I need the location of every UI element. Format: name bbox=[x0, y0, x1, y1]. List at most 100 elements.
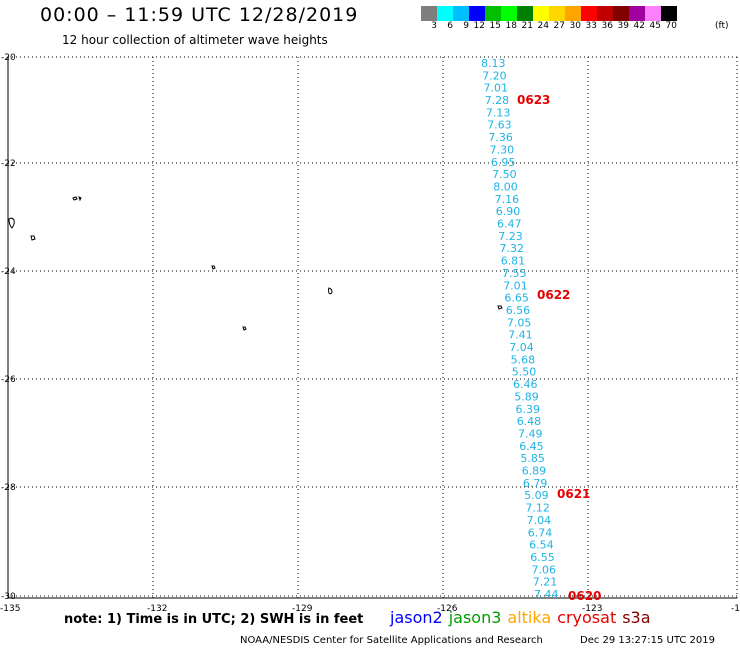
swh-value: 7.01 bbox=[503, 279, 528, 292]
lat-tick-label: -24 bbox=[1, 267, 16, 277]
latitude-axis: -20 -22 -24 -26 -28 -30 bbox=[1, 53, 16, 602]
lon-tick-label: -120 bbox=[731, 604, 740, 614]
swh-value: 7.50 bbox=[492, 168, 516, 181]
chart-subtitle: 12 hour collection of altimeter wave hei… bbox=[62, 33, 328, 47]
timestamp: Dec 29 13:27:15 UTC 2019 bbox=[580, 635, 715, 646]
swh-value: 7.36 bbox=[488, 131, 513, 144]
swh-value: 6.81 bbox=[501, 255, 526, 268]
swh-value: 7.16 bbox=[495, 193, 519, 206]
swh-value: 5.50 bbox=[512, 366, 537, 379]
graticule bbox=[7, 56, 738, 598]
swh-value: 7.12 bbox=[525, 502, 550, 515]
scale-label: 3 bbox=[431, 21, 437, 31]
scale-swatch bbox=[645, 6, 661, 21]
island-outline bbox=[497, 305, 503, 310]
swh-value: 7.55 bbox=[502, 267, 527, 280]
scale-label: 12 bbox=[473, 21, 485, 31]
swh-value: 8.00 bbox=[493, 181, 518, 194]
satellite-s3a: s3a bbox=[622, 608, 651, 627]
swh-value: 7.05 bbox=[507, 316, 532, 329]
scale-label: 27 bbox=[553, 21, 565, 31]
swh-value: 5.85 bbox=[520, 452, 545, 465]
scale-label: 39 bbox=[617, 21, 629, 31]
swh-value: 7.49 bbox=[518, 428, 543, 441]
swh-value: 7.21 bbox=[533, 576, 558, 589]
swh-value: 6.89 bbox=[522, 465, 547, 478]
lat-tick-label: -20 bbox=[1, 53, 16, 63]
swh-value: 6.65 bbox=[504, 292, 529, 305]
color-scale-labels: 3 6 9 12 15 18 21 24 27 30 33 36 39 42 45 70 bbox=[421, 21, 677, 31]
satellite-jason2: jason2 bbox=[390, 608, 443, 627]
scale-label: 21 bbox=[521, 21, 533, 31]
pass-time-label: 0621 bbox=[557, 487, 590, 501]
scale-swatch bbox=[453, 6, 469, 21]
swh-value: 7.23 bbox=[498, 230, 523, 243]
scale-swatch bbox=[501, 6, 517, 21]
scale-swatch bbox=[581, 6, 597, 21]
swh-track: 8.137.207.017.287.137.637.367.306.957.50… bbox=[481, 57, 559, 601]
scale-swatch bbox=[517, 6, 533, 21]
scale-label: 6 bbox=[447, 21, 453, 31]
swh-value: 6.95 bbox=[491, 156, 516, 169]
lon-tick-label: -123 bbox=[582, 604, 602, 614]
scale-label: 42 bbox=[633, 21, 645, 31]
swh-value: 6.56 bbox=[506, 304, 531, 317]
satellite-cryosat: cryosat bbox=[557, 608, 617, 627]
swh-value: 7.30 bbox=[490, 143, 514, 156]
scale-label: 24 bbox=[537, 21, 549, 31]
swh-value: 7.13 bbox=[486, 106, 511, 119]
swh-value: 6.90 bbox=[496, 205, 521, 218]
swh-value: 5.09 bbox=[524, 489, 549, 502]
scale-swatch bbox=[597, 6, 613, 21]
scale-label: 30 bbox=[569, 21, 581, 31]
scale-label: 70 bbox=[665, 21, 677, 31]
scale-swatch bbox=[421, 6, 437, 21]
swh-value: 6.46 bbox=[513, 378, 538, 391]
lon-tick-label: -132 bbox=[147, 604, 167, 614]
island-outline bbox=[211, 265, 216, 270]
scale-label: 9 bbox=[463, 21, 469, 31]
scale-label: 45 bbox=[649, 21, 661, 31]
lat-tick-label: -22 bbox=[1, 159, 16, 169]
satellite-jason3: jason3 bbox=[448, 608, 502, 627]
color-scale-unit: (ft) bbox=[715, 21, 729, 31]
lon-tick-label: -126 bbox=[437, 604, 458, 614]
chart-title: 00:00 – 11:59 UTC 12/28/2019 bbox=[40, 4, 359, 26]
time-labels: 0623 0622 0621 0620 bbox=[517, 93, 601, 603]
island-outline bbox=[242, 326, 247, 331]
satellite-legend: jason2 jason3 altika cryosat s3a bbox=[390, 608, 657, 627]
swh-value: 7.04 bbox=[527, 514, 552, 527]
longitude-axis: -135 -132 -129 -126 -123 -120 bbox=[0, 604, 740, 614]
scale-swatch bbox=[661, 6, 677, 21]
satellite-altika: altika bbox=[507, 608, 552, 627]
swh-value: 6.54 bbox=[529, 539, 554, 552]
swh-value: 8.13 bbox=[481, 57, 506, 70]
lat-tick-label: -26 bbox=[1, 375, 16, 385]
scale-label: 15 bbox=[489, 21, 501, 31]
scale-label: 36 bbox=[601, 21, 613, 31]
color-scale-bar bbox=[421, 6, 677, 21]
swh-value: 6.45 bbox=[519, 440, 544, 453]
island-outline bbox=[328, 287, 333, 295]
swh-value: 6.48 bbox=[517, 415, 542, 428]
scale-label: 18 bbox=[505, 21, 517, 31]
island-outline bbox=[72, 196, 82, 202]
map-border bbox=[7, 57, 737, 599]
scale-swatch bbox=[549, 6, 565, 21]
swh-value: 6.79 bbox=[523, 477, 548, 490]
scale-swatch bbox=[565, 6, 581, 21]
swh-value: 7.04 bbox=[509, 341, 534, 354]
scale-swatch bbox=[533, 6, 549, 21]
swh-value: 6.55 bbox=[530, 551, 555, 564]
swh-value: 7.01 bbox=[484, 82, 509, 95]
scale-swatch bbox=[485, 6, 501, 21]
pass-time-label: 0622 bbox=[537, 288, 570, 302]
lon-tick-label: -135 bbox=[0, 604, 20, 614]
swh-value: 7.44 bbox=[534, 588, 559, 601]
swh-value: 6.39 bbox=[516, 403, 541, 416]
island-outline bbox=[30, 235, 36, 241]
scale-swatch bbox=[629, 6, 645, 21]
scale-swatch bbox=[613, 6, 629, 21]
swh-value: 7.06 bbox=[532, 563, 557, 576]
swh-value: 5.89 bbox=[514, 390, 539, 403]
